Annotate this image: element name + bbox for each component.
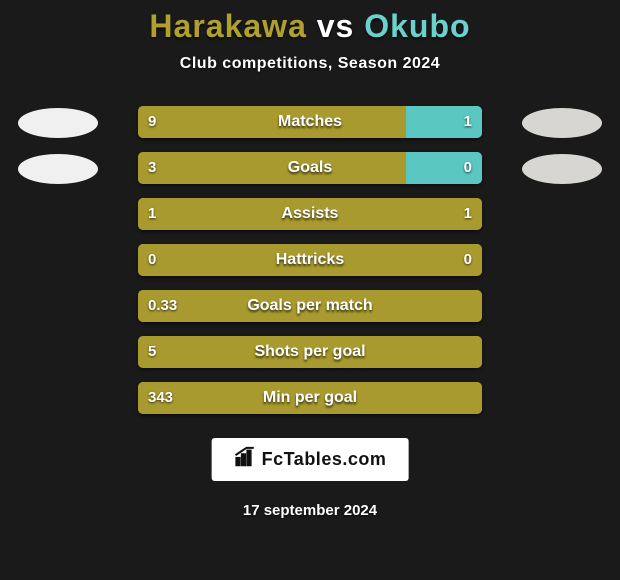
team-chip-left [18,108,98,138]
stat-bar-left [138,382,482,414]
stat-value-right: 1 [464,198,472,230]
stat-value-left: 1 [148,198,156,230]
team-chip-right [522,154,602,184]
stat-bar: 343Min per goal [138,382,482,414]
stat-bar: 5Shots per goal [138,336,482,368]
stat-bar-left [138,244,482,276]
comparison-card: Harakawa vs Okubo Club competitions, Sea… [0,0,620,580]
stat-row: 11Assists [0,193,620,239]
stat-row: 0.33Goals per match [0,285,620,331]
footer-date: 17 september 2024 [0,502,620,519]
title-player-left: Harakawa [149,8,306,44]
stat-value-left: 0.33 [148,290,177,322]
title-player-right: Okubo [364,8,470,44]
stat-value-right: 0 [464,152,472,184]
chart-icon [234,446,256,473]
stat-value-left: 9 [148,106,156,138]
team-chip-left [18,154,98,184]
stat-bar: 91Matches [138,106,482,138]
stat-bar-left [138,336,482,368]
stat-value-left: 0 [148,244,156,276]
stat-bar-left [138,290,482,322]
stat-bar-left [138,198,482,230]
subtitle: Club competitions, Season 2024 [0,55,620,73]
stat-rows: 91Matches30Goals11Assists00Hattricks0.33… [0,101,620,423]
stat-row: 00Hattricks [0,239,620,285]
brand-text: FcTables.com [262,449,387,470]
team-chip-right [522,108,602,138]
stat-value-right: 0 [464,244,472,276]
stat-row: 5Shots per goal [0,331,620,377]
stat-row: 343Min per goal [0,377,620,423]
stat-bar-left [138,152,406,184]
title-vs: vs [317,8,355,44]
stat-row: 30Goals [0,147,620,193]
page-title: Harakawa vs Okubo [0,8,620,45]
stat-bar: 11Assists [138,198,482,230]
stat-bar: 30Goals [138,152,482,184]
stat-row: 91Matches [0,101,620,147]
stat-value-left: 3 [148,152,156,184]
stat-value-left: 5 [148,336,156,368]
stat-bar: 00Hattricks [138,244,482,276]
stat-bar: 0.33Goals per match [138,290,482,322]
stat-value-right: 1 [464,106,472,138]
stat-value-left: 343 [148,382,173,414]
brand-badge[interactable]: FcTables.com [212,438,409,481]
stat-bar-left [138,106,406,138]
